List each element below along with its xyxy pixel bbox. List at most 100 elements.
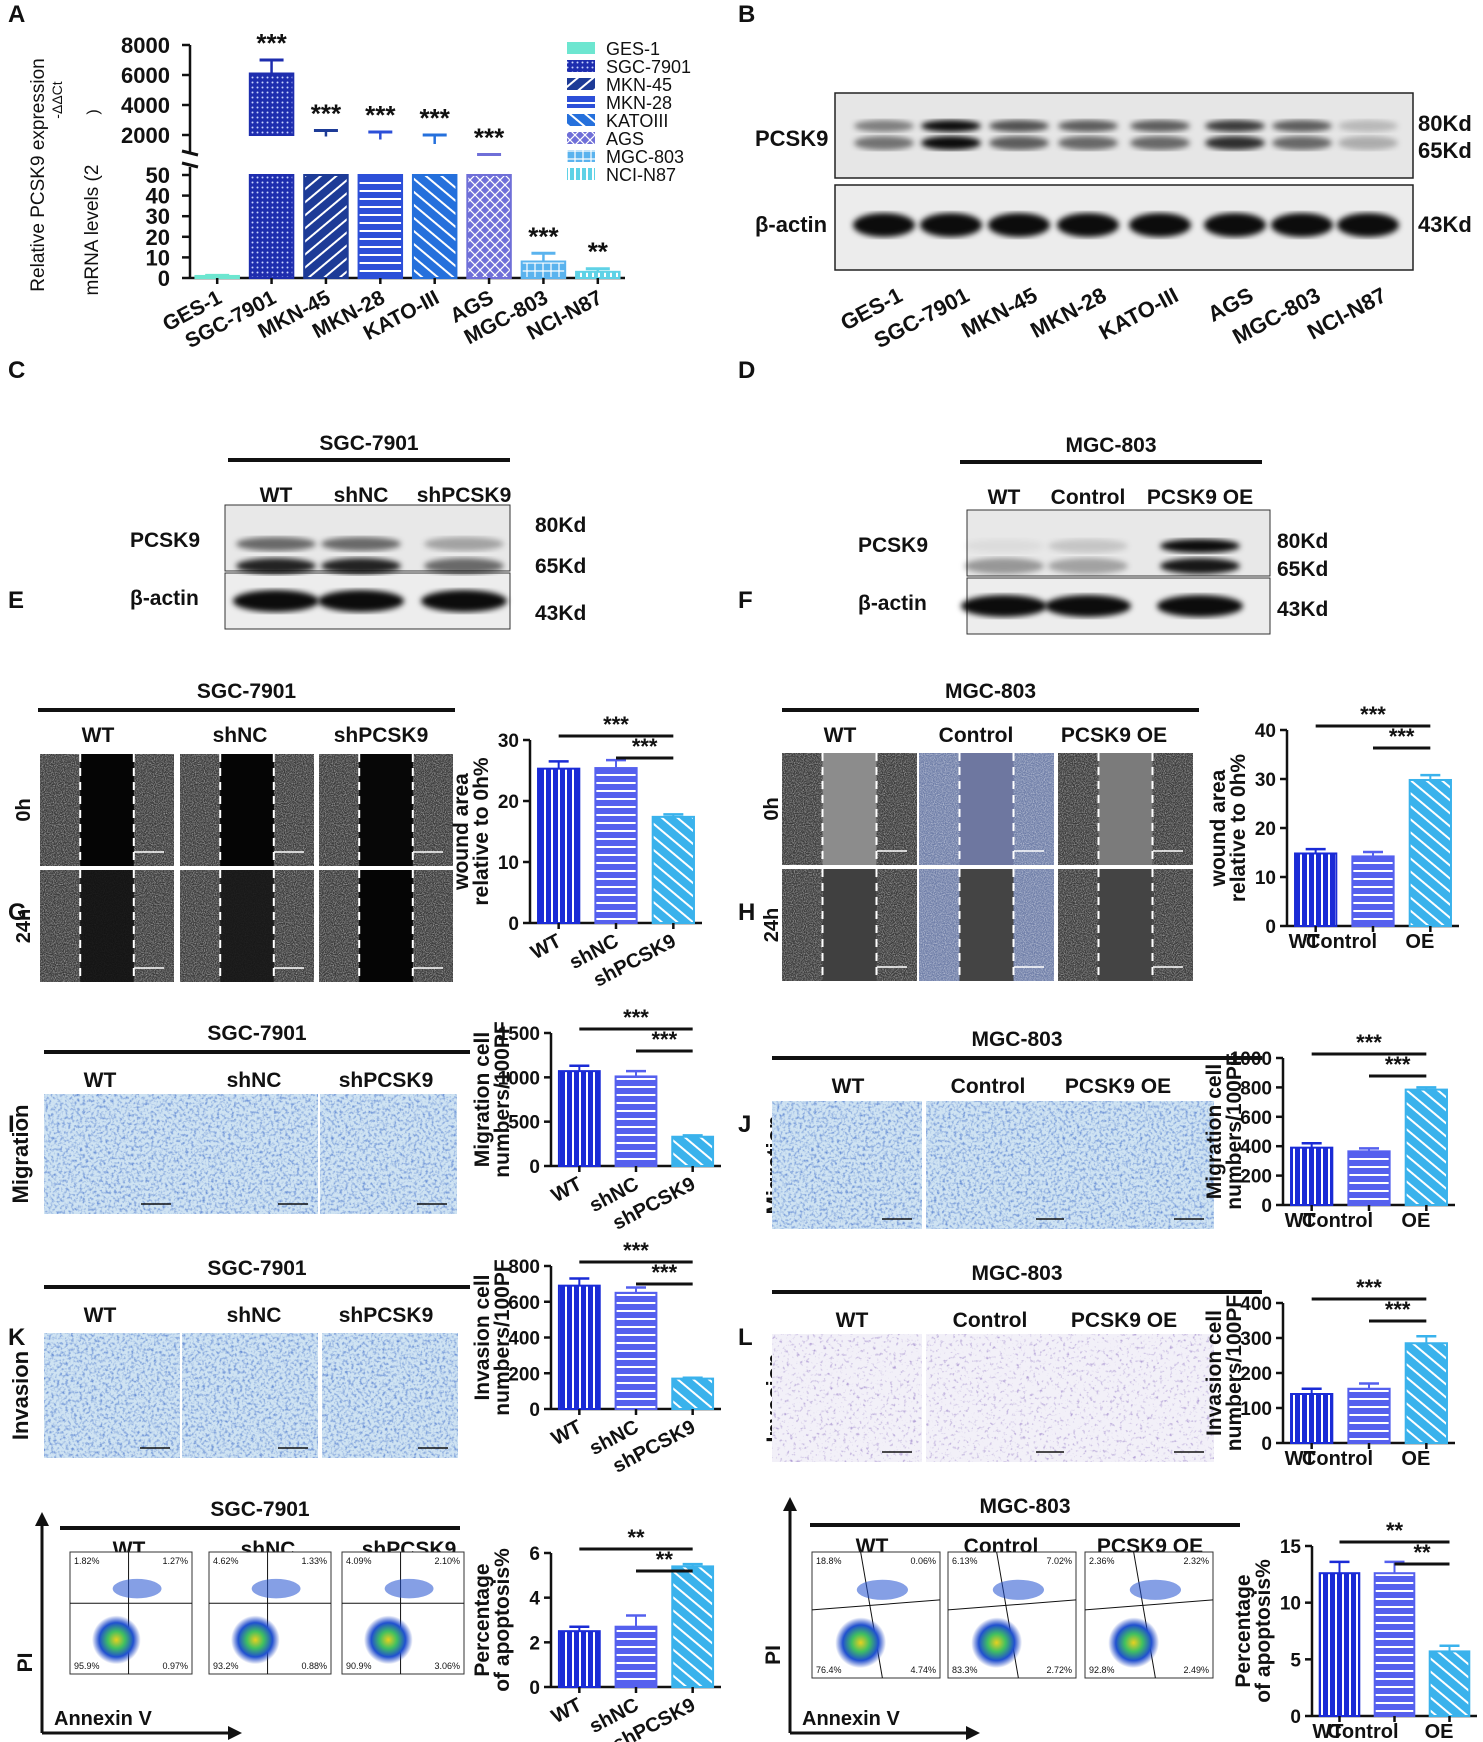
y-axis-label: wound area <box>450 773 473 891</box>
band-65kd <box>424 558 504 574</box>
population-upper <box>112 1578 162 1599</box>
sig-label: *** <box>651 1027 677 1052</box>
kd-label: 80Kd <box>1418 111 1472 136</box>
column-label: WT <box>836 1309 869 1332</box>
legend-label: AGS <box>606 129 644 149</box>
panel-letter-F: F <box>738 587 753 614</box>
y-tick-label: 500 <box>508 1113 540 1134</box>
bar <box>466 174 512 279</box>
sig-label: *** <box>1385 1297 1411 1322</box>
legend-label: SGC-7901 <box>606 57 691 77</box>
bar <box>411 174 458 279</box>
column-label: WT <box>84 1304 117 1327</box>
band-80kd <box>989 120 1049 132</box>
y-tick-label: 0 <box>1265 917 1276 938</box>
column-label: PCSK9 OE <box>1061 724 1167 747</box>
cell-line-title: SGC-7901 <box>319 432 419 455</box>
band-80kd <box>854 120 914 132</box>
y-tick-label: 200 <box>1240 1167 1272 1188</box>
panel-letter-B: B <box>738 1 755 28</box>
bar <box>303 174 349 279</box>
quadrant-value: 0.97% <box>162 1661 188 1671</box>
band-actin <box>853 213 915 237</box>
y-axis-title: PI <box>14 1653 37 1673</box>
bar <box>1408 778 1452 927</box>
column-label: Control <box>953 1309 1028 1332</box>
sig-label: ** <box>588 237 609 267</box>
x-tick-label: WT <box>548 1694 586 1728</box>
y-axis-label: mRNA levels (2 <box>82 165 103 296</box>
band-80kd <box>1058 120 1118 132</box>
cell-texture <box>322 1333 458 1458</box>
x-tick-label: WT <box>1289 931 1320 953</box>
micrograph-tile <box>322 1333 458 1458</box>
row-label: β-actin <box>858 592 927 615</box>
bar <box>1404 1342 1448 1444</box>
y-tick-label: 800 <box>1240 1078 1272 1099</box>
kd-label: 65Kd <box>535 555 586 578</box>
row-label: 24h <box>13 909 35 943</box>
quadrant-value: 18.8% <box>816 1556 842 1566</box>
quadrant-value: 1.82% <box>74 1556 100 1566</box>
bar <box>520 260 567 279</box>
sig-label: *** <box>1385 1052 1411 1077</box>
bar <box>557 1630 601 1688</box>
y-tick-label: 30 <box>146 204 170 229</box>
y-tick-label: 10 <box>146 245 170 270</box>
y-axis-label: of apoptosis% <box>491 1548 514 1692</box>
quadrant-value: 6.13% <box>952 1556 978 1566</box>
legend-swatch <box>567 150 595 162</box>
band-65kd <box>1048 558 1128 574</box>
x-tick-label: Control <box>1306 931 1377 953</box>
cell-line-title: SGC-7901 <box>207 1022 307 1045</box>
western-blot-D: MGC-803 WT Control PCSK9 OE PCSK9 β-actin 80Kd… <box>858 434 1328 635</box>
y-tick-label: 0 <box>1290 1707 1301 1728</box>
band-65kd <box>1205 136 1265 150</box>
panel-letter-D: D <box>738 357 755 384</box>
bar <box>614 1625 658 1688</box>
western-blot-B: PCSK9β-actin80Kd65Kd43KdGES-1SGC-7901MKN… <box>755 92 1472 353</box>
x-tick-label: OE <box>1405 931 1434 953</box>
y-tick-label: 0 <box>158 266 170 291</box>
micrograph-tile <box>320 1094 457 1214</box>
band-actin <box>233 590 319 612</box>
wound-images-F: MGC-803 WT Control PCSK9 OE 0h 24h <box>761 680 1199 981</box>
cell-line-title: MGC-803 <box>979 1495 1070 1518</box>
wound-gap <box>959 869 1014 981</box>
y-tick-label: 0 <box>508 914 519 935</box>
legend-swatch <box>567 60 595 72</box>
band-actin <box>1271 213 1333 237</box>
band-actin <box>1337 213 1399 237</box>
legend-label: MGC-803 <box>606 147 684 167</box>
band-actin <box>1129 213 1191 237</box>
band-80kd <box>424 537 504 551</box>
column-label: shNC <box>213 724 268 747</box>
wound-gap <box>220 754 274 866</box>
y-tick-label: 30 <box>1255 770 1276 791</box>
sig-label: *** <box>1389 724 1415 749</box>
band-65kd <box>1160 558 1240 574</box>
bar <box>1290 1146 1334 1207</box>
band-65kd <box>921 136 981 150</box>
column-label: shPCSK9 <box>339 1304 434 1327</box>
cell-line-title: SGC-7901 <box>210 1498 310 1521</box>
band-actin <box>1204 213 1266 237</box>
micrograph-tile <box>1064 1101 1214 1229</box>
band-80kd <box>1205 120 1265 132</box>
column-label: shPCSK9 <box>339 1069 434 1092</box>
sig-label: *** <box>651 1260 677 1285</box>
quadrant-line <box>811 1599 941 1611</box>
micrograph-tile <box>180 754 314 866</box>
flow-plot: 2.36% 2.32% 92.8% 2.49% <box>1084 1551 1214 1679</box>
bar <box>651 815 695 924</box>
y-tick-label: 2000 <box>121 123 170 148</box>
quadrant-value: 4.62% <box>213 1556 239 1566</box>
row-label: 24h <box>761 908 783 942</box>
sig-label: *** <box>1356 1275 1382 1300</box>
band-65kd <box>989 136 1049 150</box>
quadrant-value: 76.4% <box>816 1665 842 1675</box>
